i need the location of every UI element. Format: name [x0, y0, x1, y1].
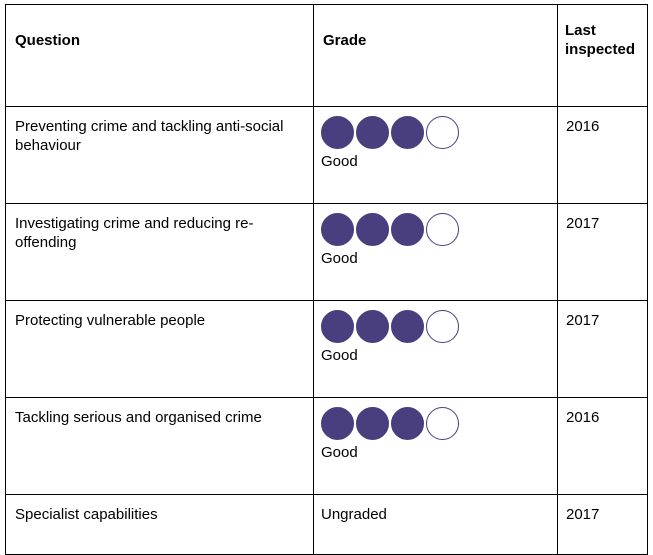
rating-dot-filled: [356, 310, 389, 343]
table-row: Investigating crime and reducing re-offe…: [5, 203, 648, 301]
rating-dots: [321, 116, 557, 150]
rating-dots: [321, 407, 557, 441]
rating-dot-filled: [391, 116, 424, 149]
last-inspected-cell: 2017: [557, 203, 648, 301]
rating-dot-empty: [426, 310, 459, 343]
rating-dot-filled: [391, 407, 424, 440]
header-grade: Grade: [313, 4, 558, 107]
rating-dot-filled: [356, 213, 389, 246]
grade-label: Good: [321, 153, 358, 170]
question-cell: Investigating crime and reducing re-offe…: [5, 203, 314, 301]
header-last-inspected: Last inspected: [557, 4, 648, 107]
last-inspected-cell: 2016: [557, 397, 648, 495]
header-row: Question Grade Last inspected: [5, 4, 648, 107]
rating-dot-filled: [391, 310, 424, 343]
rating-dot-filled: [321, 407, 354, 440]
last-inspected-cell: 2017: [557, 494, 648, 555]
rating-dot-empty: [426, 116, 459, 149]
question-cell: Tackling serious and organised crime: [5, 397, 314, 495]
last-inspected-cell: 2016: [557, 106, 648, 204]
rating-dot-filled: [321, 116, 354, 149]
rating-dot-filled: [356, 407, 389, 440]
question-cell: Specialist capabilities: [5, 494, 314, 555]
grade-cell: Good: [313, 397, 558, 495]
rating-dot-filled: [391, 213, 424, 246]
grade-label: Good: [321, 444, 358, 461]
rating-dots: [321, 213, 557, 247]
table-row: Tackling serious and organised crime Goo…: [5, 397, 648, 495]
rating-dot-filled: [321, 213, 354, 246]
question-cell: Preventing crime and tackling anti-socia…: [5, 106, 314, 204]
rating-dot-filled: [321, 310, 354, 343]
grades-table: Question Grade Last inspected Preventing…: [5, 4, 648, 555]
table-row: Preventing crime and tackling anti-socia…: [5, 106, 648, 204]
table-row: Specialist capabilities Ungraded 2017: [5, 494, 648, 555]
rating-dot-empty: [426, 407, 459, 440]
rating-dot-empty: [426, 213, 459, 246]
grade-label: Ungraded: [321, 506, 387, 523]
rating-dot-filled: [356, 116, 389, 149]
grade-label: Good: [321, 250, 358, 267]
rating-dots: [321, 310, 557, 344]
grade-cell: Ungraded: [313, 494, 558, 555]
grade-cell: Good: [313, 106, 558, 204]
grade-label: Good: [321, 347, 358, 364]
header-question: Question: [5, 4, 314, 107]
question-cell: Protecting vulnerable people: [5, 300, 314, 398]
grade-cell: Good: [313, 203, 558, 301]
table-row: Protecting vulnerable people Good 2017: [5, 300, 648, 398]
last-inspected-cell: 2017: [557, 300, 648, 398]
grade-cell: Good: [313, 300, 558, 398]
